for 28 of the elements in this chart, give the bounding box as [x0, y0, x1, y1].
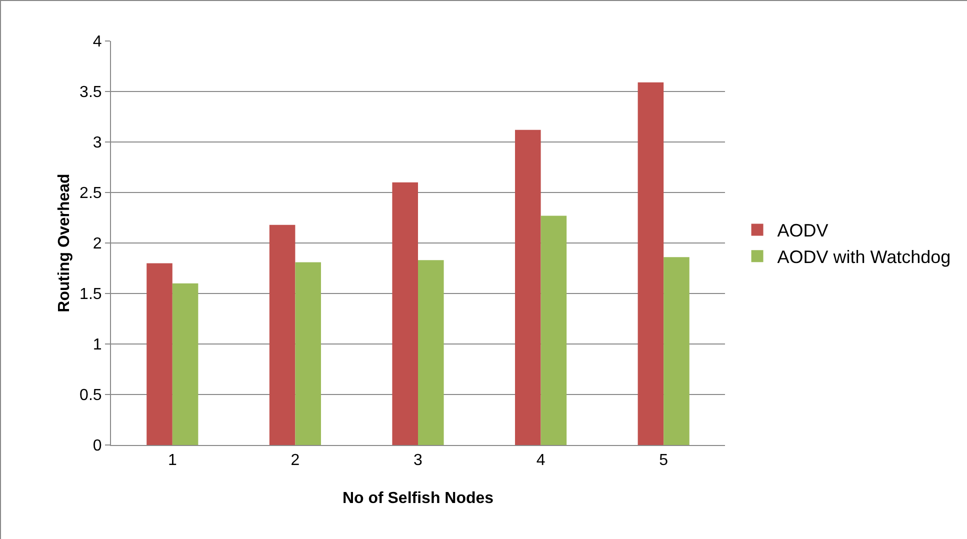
bar — [638, 82, 664, 445]
legend-label: AODV — [777, 220, 828, 241]
x-tick-label: 4 — [536, 452, 546, 470]
bar — [418, 260, 444, 445]
y-tick-label: 0.5 — [80, 387, 102, 404]
bar — [146, 263, 172, 445]
bar — [664, 257, 690, 445]
bar — [269, 224, 296, 445]
x-tick-label: 2 — [290, 452, 300, 470]
bar — [540, 216, 567, 445]
x-tick-label: 5 — [659, 452, 668, 470]
y-tick-label: 2 — [92, 236, 102, 253]
bar — [172, 283, 198, 445]
y-tick-label: 3 — [92, 134, 102, 152]
y-tick-label: 1 — [92, 336, 102, 354]
y-tick-label: 0 — [92, 438, 102, 455]
bar — [295, 262, 321, 445]
y-tick-label: 2.5 — [80, 185, 102, 202]
y-tick-label: 4 — [92, 34, 102, 51]
y-axis-title: Routing Overhead — [56, 174, 73, 312]
bar — [515, 130, 541, 445]
y-tick-label: 3.5 — [80, 84, 102, 102]
bar — [392, 182, 418, 445]
x-tick-label: 1 — [168, 452, 177, 470]
x-axis-title: No of Selfish Nodes — [342, 490, 494, 507]
y-tick-label: 1.5 — [80, 286, 102, 304]
legend-label: AODV with Watchdog — [777, 247, 951, 268]
x-tick-label: 3 — [414, 452, 423, 470]
